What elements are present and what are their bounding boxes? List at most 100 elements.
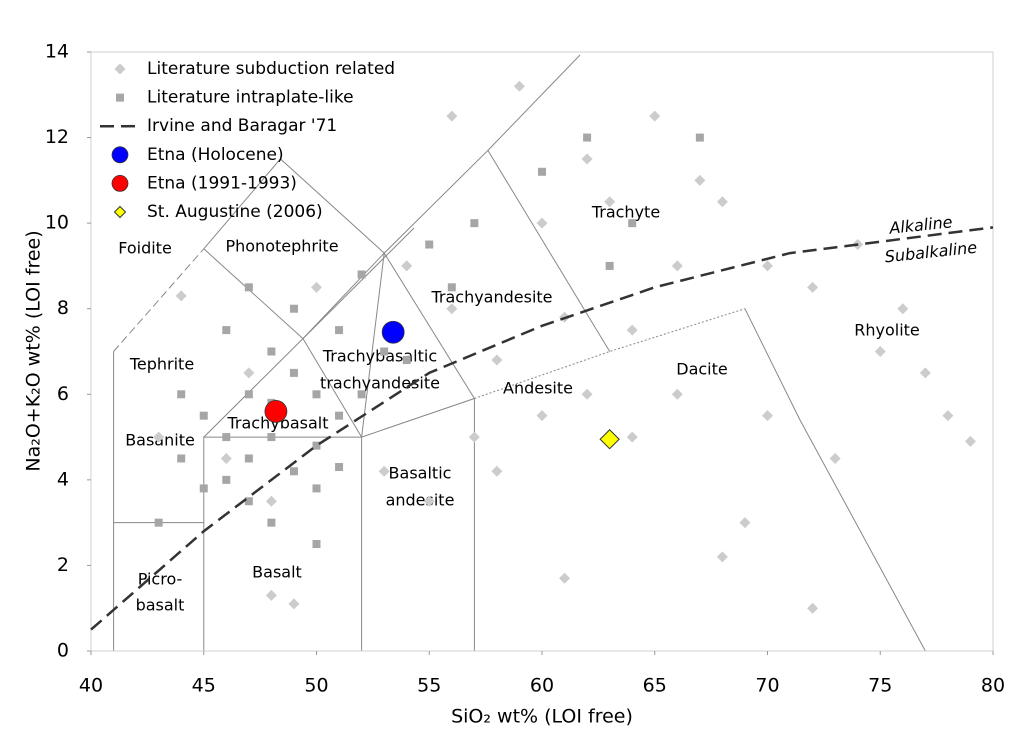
boundary [302, 227, 415, 339]
point [671, 388, 683, 400]
x-tick-label: 60 [530, 675, 554, 697]
point [288, 598, 300, 610]
point [807, 602, 819, 614]
point [559, 572, 571, 584]
point [267, 518, 276, 527]
x-tick-label: 65 [643, 675, 667, 697]
field-boundaries [113, 54, 926, 652]
point [312, 390, 321, 399]
boundary [474, 308, 746, 399]
point [177, 454, 186, 463]
point [312, 540, 321, 549]
legend-label: Literature subduction related [147, 59, 395, 79]
x-tick-label: 75 [868, 675, 892, 697]
point [265, 495, 277, 507]
point [177, 390, 186, 399]
field-label: andesite [386, 491, 455, 510]
field-label: Phonotephrite [225, 237, 338, 256]
point [311, 281, 322, 293]
point [942, 410, 954, 422]
point [267, 347, 276, 356]
boundary [487, 54, 581, 151]
field-label: Dacite [676, 360, 727, 379]
point [446, 110, 458, 122]
points [90, 80, 994, 631]
y-tick-label: 0 [57, 640, 69, 662]
point [289, 467, 298, 476]
boundary [383, 149, 611, 352]
point [357, 390, 366, 399]
point [874, 346, 886, 357]
y-tick-label: 4 [57, 468, 69, 490]
point [264, 399, 288, 423]
field-label: Trachybasaltic [322, 347, 437, 366]
field-label: Trachybasalt [226, 414, 328, 433]
point [628, 219, 637, 228]
point [716, 551, 728, 563]
boundary [203, 436, 363, 651]
x-tick-label: 50 [304, 675, 328, 697]
point [265, 589, 277, 601]
point [357, 270, 366, 279]
point [536, 410, 548, 422]
legend-label: Etna (Holocene) [147, 145, 284, 165]
plot-frame [90, 51, 994, 652]
point [583, 133, 592, 142]
y-tick-label: 6 [57, 383, 69, 405]
point [222, 326, 231, 335]
legend-label: Literature intraplate-like [147, 88, 354, 108]
x-tick-label: 40 [79, 675, 103, 697]
point [289, 368, 298, 377]
annotation: Alkaline [887, 212, 953, 238]
point [335, 463, 344, 472]
field-label: Tephrite [129, 355, 194, 374]
y-axis-label: Na₂O+K₂O wt% (LOI free) [23, 230, 45, 471]
point [244, 390, 253, 399]
point [626, 324, 638, 336]
point [649, 110, 661, 122]
point [739, 517, 751, 529]
point [244, 454, 253, 463]
point [626, 431, 638, 443]
legend-swatch [114, 63, 126, 75]
boundary [361, 397, 475, 651]
field-label: Basaltic [389, 464, 452, 483]
point [425, 240, 434, 249]
point [491, 465, 503, 477]
point [380, 347, 389, 356]
point [153, 431, 165, 443]
x-tick-label: 70 [755, 675, 779, 697]
point [491, 354, 503, 366]
point [244, 497, 253, 506]
point [513, 80, 525, 92]
legend-swatch [116, 93, 124, 102]
field-label: basalt [136, 596, 185, 615]
y-tick-label: 12 [45, 126, 69, 148]
point [447, 283, 456, 292]
legend-swatch [113, 205, 127, 219]
field-label: Trachyte [591, 203, 660, 222]
point [599, 429, 620, 450]
y-tick-label: 14 [45, 41, 69, 63]
point [716, 196, 728, 208]
field-label: trachyandesite [320, 374, 440, 393]
boundary [383, 252, 475, 399]
point [154, 518, 163, 527]
field-label: Andesite [503, 379, 573, 398]
point [762, 260, 773, 272]
x-tick-label: 80 [981, 675, 1005, 697]
legend: Literature subduction related Literature … [100, 59, 395, 222]
point [581, 153, 593, 165]
annotation: Subalkaline [884, 238, 978, 267]
y-tick-label: 8 [57, 297, 69, 319]
point [222, 433, 231, 442]
point [378, 465, 390, 477]
point [243, 367, 255, 379]
x-axis-label: SiO₂ wt% (LOI free) [451, 706, 633, 728]
point [807, 281, 819, 293]
point [468, 431, 480, 443]
point [244, 283, 253, 292]
point [312, 484, 321, 493]
point [829, 452, 841, 464]
